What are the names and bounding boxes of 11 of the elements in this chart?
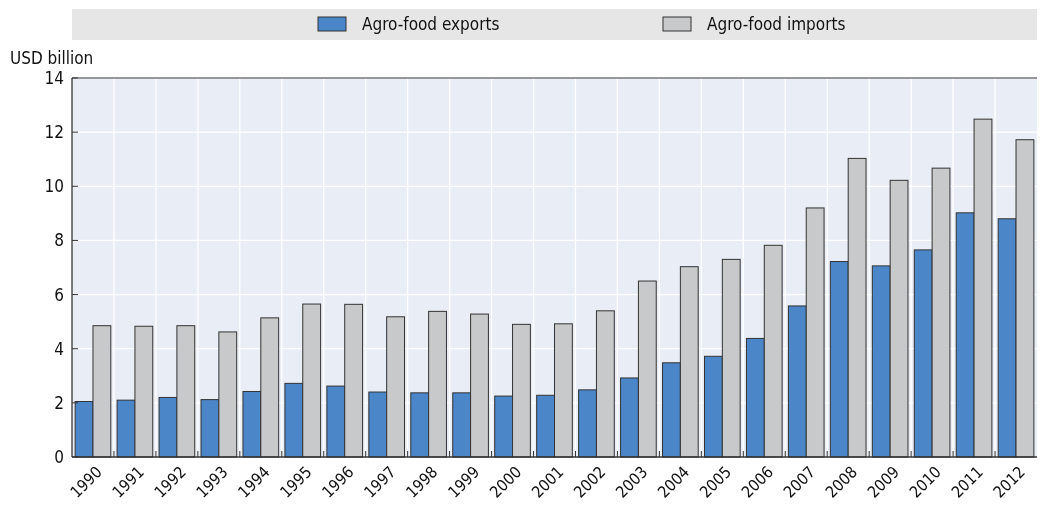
y-tick-label: 0 <box>54 446 64 467</box>
legend-label: Agro-food exports <box>362 14 500 34</box>
y-tick-label: 12 <box>44 122 64 143</box>
y-axis-title: USD billion <box>10 48 94 68</box>
y-tick-label: 2 <box>54 392 64 413</box>
y-tick-label: 6 <box>54 284 64 305</box>
y-tick-label: 4 <box>54 338 64 359</box>
y-tick-label: 14 <box>44 67 64 88</box>
legend-label: Agro-food imports <box>707 14 846 34</box>
y-tick-label: 10 <box>44 176 64 197</box>
y-tick-label: 8 <box>54 230 64 251</box>
